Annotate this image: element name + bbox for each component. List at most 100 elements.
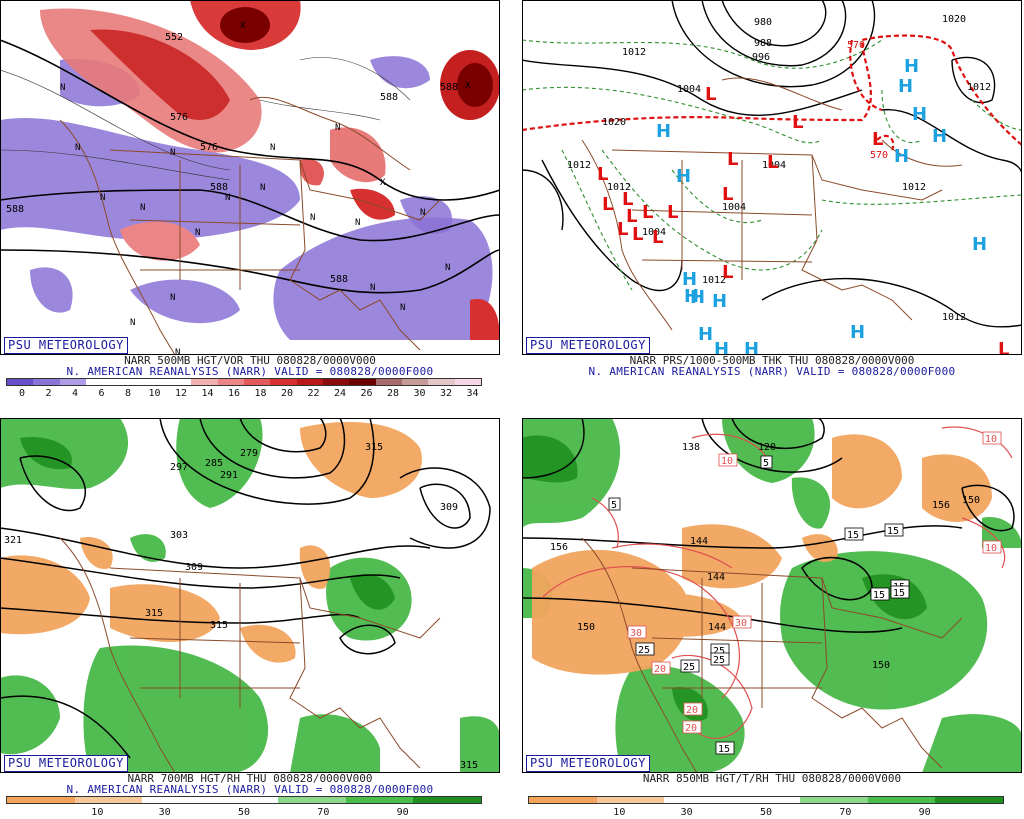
psu-meteorology-logo: PSU METEOROLOGY (4, 337, 128, 354)
high-pressure-center: H (898, 76, 913, 97)
panel-500mb-hgt-vor: 552 576 588 588 588 588 588 576 N N N N … (0, 0, 500, 401)
vorticity-max-marker: X (240, 21, 246, 31)
high-pressure-center: H (698, 324, 713, 345)
colorbar-swatch (277, 797, 346, 803)
high-pressure-center: H (912, 104, 927, 125)
colorbar-swatch (428, 379, 455, 385)
colorbar-swatch (529, 797, 597, 803)
temperature-label: 15 (870, 587, 890, 601)
panel-850mb-hgt-t-rh: 138 120 156 144 144 150 144 150 156 150 … (522, 418, 1022, 819)
psu-meteorology-logo: PSU METEOROLOGY (4, 755, 128, 772)
temperature-label: 15 (890, 585, 910, 599)
low-pressure-center: L (632, 224, 643, 245)
temperature-label: 15 (844, 527, 864, 541)
temperature-label: 15 (715, 741, 735, 755)
colorbar-swatch (164, 379, 192, 385)
low-pressure-center: L (652, 227, 663, 248)
colorbar-swatch (322, 379, 350, 385)
vorticity-min-marker: N (140, 203, 145, 213)
isobar-label: 1004 (762, 160, 786, 171)
contour-label: 150 (577, 622, 595, 633)
colorbar-swatch (85, 379, 113, 385)
temperature-label: 25 (680, 659, 700, 673)
colorbar-swatch (935, 797, 1004, 803)
low-pressure-center: L (872, 129, 883, 150)
colorbar-swatch (349, 379, 376, 385)
colorbar-tick-label: 34 (466, 388, 479, 399)
contour-label: 150 (872, 660, 890, 671)
colorbar-tick-label: 14 (201, 388, 214, 399)
valid-time-line: N. AMERICAN REANALYSIS (NARR) VALID = 08… (66, 365, 434, 378)
high-pressure-center: H (744, 339, 759, 355)
svg-text:20: 20 (654, 664, 666, 675)
psu-meteorology-logo: PSU METEOROLOGY (526, 755, 650, 772)
contour-label: 588 (330, 274, 348, 285)
temperature-label: 10 (982, 431, 1002, 445)
vorticity-min-marker: N (100, 193, 105, 203)
svg-text:15: 15 (893, 588, 905, 599)
temperature-label: 10 (718, 453, 738, 467)
vorticity-max-marker: X (380, 178, 386, 188)
vorticity-min-marker: N (420, 208, 425, 218)
colorbar-swatch (142, 797, 211, 803)
high-pressure-center: H (972, 234, 987, 255)
vorticity-min-marker: N (225, 193, 230, 203)
svg-text:5: 5 (763, 458, 769, 469)
colorbar-tick-label: 90 (918, 807, 931, 818)
colorbar-tick-label: 30 (413, 388, 426, 399)
valid-time-line: N. AMERICAN REANALYSIS (NARR) VALID = 08… (66, 783, 434, 796)
map-700mb-humidity: 321 297 303 309 315 315 309 315 279 285 … (0, 418, 500, 773)
contour-label: 279 (240, 448, 258, 459)
colorbar-labels: 10 30 50 70 90 (522, 807, 1022, 819)
contour-label: 144 (707, 572, 725, 583)
svg-text:25: 25 (683, 662, 695, 673)
vorticity-min-marker: N (370, 283, 375, 293)
temperature-label: 20 (651, 661, 671, 675)
colorbar-tick-label: 6 (98, 388, 105, 399)
colorbar-swatch (7, 379, 34, 385)
isobar-label: 1020 (942, 14, 966, 25)
svg-text:15: 15 (887, 526, 899, 537)
colorbar-swatch (401, 379, 429, 385)
colorbar-tick-label: 90 (396, 807, 409, 818)
colorbar-swatch (7, 797, 75, 803)
isobar-label: 1012 (967, 82, 991, 93)
isobar-label: 1004 (677, 84, 701, 95)
vorticity-min-marker: N (310, 213, 315, 223)
colorbar-tick-label: 30 (158, 807, 171, 818)
vorticity-min-marker: N (60, 83, 65, 93)
colorbar-swatch (74, 797, 143, 803)
isobar-label: 996 (752, 52, 770, 63)
colorbar-swatch (664, 797, 733, 803)
colorbar-tick-label: 24 (333, 388, 347, 399)
colorbar-swatch (217, 379, 244, 385)
colorbar-tick-label: 8 (124, 388, 132, 399)
high-pressure-center: H (676, 166, 691, 187)
high-pressure-center: H (712, 291, 727, 312)
colorbar-swatch (345, 797, 414, 803)
isobar-label: 980 (754, 17, 772, 28)
colorbar-tick-label: 50 (759, 807, 773, 818)
colorbar-swatch (243, 379, 271, 385)
vorticity-min-marker: N (170, 148, 175, 158)
high-pressure-center: H (714, 339, 729, 355)
vorticity-min-marker: N (170, 293, 175, 303)
colorbar-swatch (454, 379, 481, 385)
contour-label: 315 (365, 442, 383, 453)
low-pressure-center: L (792, 112, 803, 133)
svg-text:25: 25 (713, 655, 725, 666)
temperature-label: 25 (635, 642, 655, 656)
map-sea-level-pressure: 980 988 996 1004 1012 1020 1020 1012 101… (522, 0, 1022, 355)
contour-label: 303 (170, 530, 188, 541)
contour-label: 309 (185, 562, 203, 573)
vorticity-min-marker: N (130, 318, 135, 328)
colorbar (528, 796, 1004, 804)
svg-text:30: 30 (630, 628, 642, 639)
isobar-label: 988 (754, 38, 772, 49)
high-pressure-center: H (904, 56, 919, 77)
isobar-label: 1004 (642, 227, 666, 238)
colorbar-tick-label: 30 (680, 807, 693, 818)
svg-text:20: 20 (685, 723, 697, 734)
colorbar-swatch (732, 797, 800, 803)
contour-label: 144 (690, 536, 708, 547)
